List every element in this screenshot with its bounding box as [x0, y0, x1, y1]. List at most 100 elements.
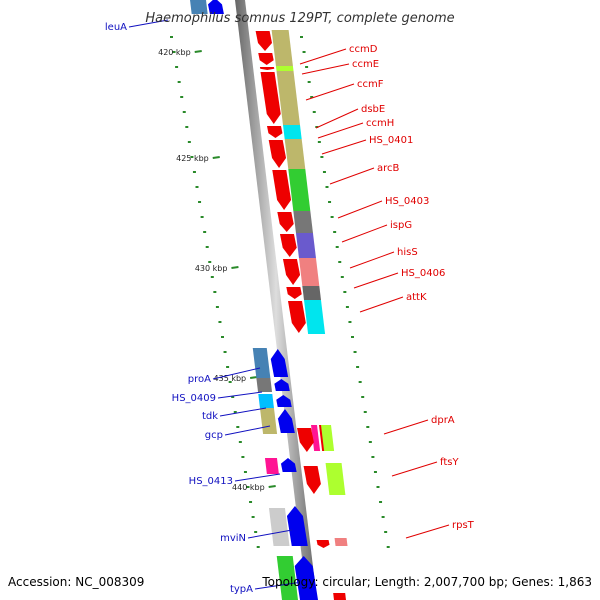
guide-dot	[361, 396, 365, 398]
accession-label: Accession: NC_008309	[8, 575, 144, 589]
forward-gene-label: ispG	[390, 220, 412, 231]
forward-cog-block	[274, 52, 293, 66]
scale-dot	[256, 546, 260, 548]
scale-dot	[223, 351, 227, 353]
scale-dot	[233, 411, 237, 413]
reverse-gene-label: tdk	[202, 411, 218, 422]
forward-gene-label: ftsY	[440, 457, 459, 468]
forward-gene-arrow	[282, 259, 301, 285]
guide-dot	[325, 186, 329, 188]
reverse-gene-label: gcp	[205, 430, 223, 441]
scale-dot	[195, 186, 199, 188]
guide-dot	[328, 201, 332, 203]
scale-dot	[254, 531, 258, 533]
reverse-cog-block	[252, 348, 271, 378]
forward-gene-arrow	[260, 72, 281, 124]
guide-dot	[373, 471, 377, 473]
forward-gene-label: hisS	[397, 247, 418, 258]
guide-dot	[312, 111, 316, 113]
reverse-cog-block	[259, 408, 278, 434]
forward-cog-block	[288, 169, 311, 211]
forward-gene-label: arcB	[377, 163, 400, 174]
scale-dot	[241, 456, 245, 458]
forward-label-line	[329, 167, 375, 185]
forward-gene-arrow	[297, 428, 314, 452]
scale-dot	[221, 336, 224, 338]
forward-gene-label: ccmH	[366, 118, 394, 129]
reverse-gene-label: HS_0413	[189, 476, 233, 487]
scale-dot	[236, 426, 240, 428]
forward-cog-block	[334, 538, 348, 546]
scale-label: 440 kbp	[232, 483, 265, 492]
forward-cog-block	[295, 233, 316, 258]
forward-label-line	[391, 461, 438, 477]
scale-tick	[212, 156, 220, 159]
forward-cog-block	[333, 593, 346, 600]
guide-dot	[330, 216, 334, 218]
guide-dot	[345, 306, 349, 308]
forward-gene-arrow	[303, 466, 321, 494]
forward-cog-block	[298, 258, 320, 286]
reverse-label-line	[212, 367, 261, 380]
scale-dot	[243, 471, 247, 473]
guide-dot	[384, 531, 388, 533]
forward-gene-arrow	[259, 67, 275, 70]
guide-dot	[320, 156, 324, 158]
forward-cog-block	[321, 425, 335, 451]
scale-dot	[251, 516, 255, 518]
forward-gene-arrow	[272, 170, 292, 210]
guide-dot	[353, 351, 357, 353]
forward-cog-block	[271, 30, 292, 52]
forward-cog-block	[275, 66, 294, 71]
scale-dot	[246, 486, 250, 488]
scale-dot	[203, 231, 207, 233]
forward-gene-arrow	[316, 540, 330, 548]
guide-dot	[379, 501, 383, 503]
reverse-gene-label: mviN	[220, 533, 246, 544]
forward-gene-arrow	[277, 212, 294, 232]
forward-gene-label: rpsT	[452, 520, 475, 531]
scale-label: 430 kbp	[195, 264, 228, 273]
reverse-cog-block	[276, 556, 298, 600]
forward-label-line	[321, 139, 367, 155]
forward-label-line	[349, 251, 395, 269]
reverse-cog-block	[264, 458, 279, 474]
forward-gene-label: ccmD	[349, 44, 378, 55]
guide-dot	[376, 486, 380, 488]
forward-gene-arrow	[258, 53, 274, 65]
guide-dot	[300, 36, 303, 38]
forward-label-line	[301, 63, 350, 75]
reverse-cog-block	[256, 378, 273, 392]
scale-dot	[182, 111, 186, 113]
reverse-gene-arrow	[208, 0, 224, 14]
feature-layer	[170, 0, 390, 600]
scale-dot	[190, 156, 194, 158]
reverse-label-line	[234, 473, 281, 482]
forward-gene-label: HS_0401	[369, 135, 413, 146]
scale-label: 420 kbp	[158, 48, 191, 57]
genome-stats: Topology: circular; Length: 2,007,700 bp…	[261, 575, 592, 589]
reverse-label-line	[217, 391, 263, 399]
scale-dot	[249, 501, 253, 503]
scale-dot	[215, 306, 219, 308]
reverse-label-line	[128, 19, 169, 28]
reverse-gene-arrow	[274, 379, 290, 391]
reverse-label-line	[254, 581, 303, 590]
label-layer: 420 kbp 425 kbp 430 kbp 435 kbp 440 kbp ccmD c…	[105, 19, 475, 595]
reverse-gene-arrow	[280, 458, 297, 472]
forward-gene-arrow	[288, 301, 306, 333]
reverse-label-line	[224, 425, 271, 436]
guide-dot	[307, 81, 311, 83]
scale-dot	[228, 381, 232, 383]
forward-gene-label: dprA	[431, 415, 455, 426]
scale-tick	[249, 376, 258, 379]
guide-dot	[338, 261, 342, 263]
scale-dot	[218, 321, 222, 323]
scale-dot	[180, 96, 184, 98]
guide-dot	[351, 336, 354, 338]
scale-dot	[170, 36, 173, 38]
guide-dot	[317, 141, 321, 143]
guide-dot	[358, 381, 362, 383]
reverse-gene-label: proA	[188, 374, 211, 385]
scale-dot	[238, 441, 242, 443]
